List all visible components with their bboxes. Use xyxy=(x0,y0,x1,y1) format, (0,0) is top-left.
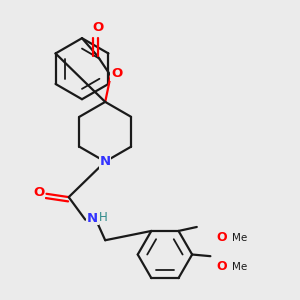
Text: O: O xyxy=(216,260,226,273)
Text: Me: Me xyxy=(232,233,247,243)
Text: Me: Me xyxy=(232,262,247,272)
Text: O: O xyxy=(92,21,104,34)
Text: O: O xyxy=(111,67,122,80)
Text: O: O xyxy=(34,186,45,199)
Text: N: N xyxy=(87,212,98,224)
Text: O: O xyxy=(216,231,226,244)
Text: N: N xyxy=(100,155,111,168)
Text: H: H xyxy=(99,211,108,224)
